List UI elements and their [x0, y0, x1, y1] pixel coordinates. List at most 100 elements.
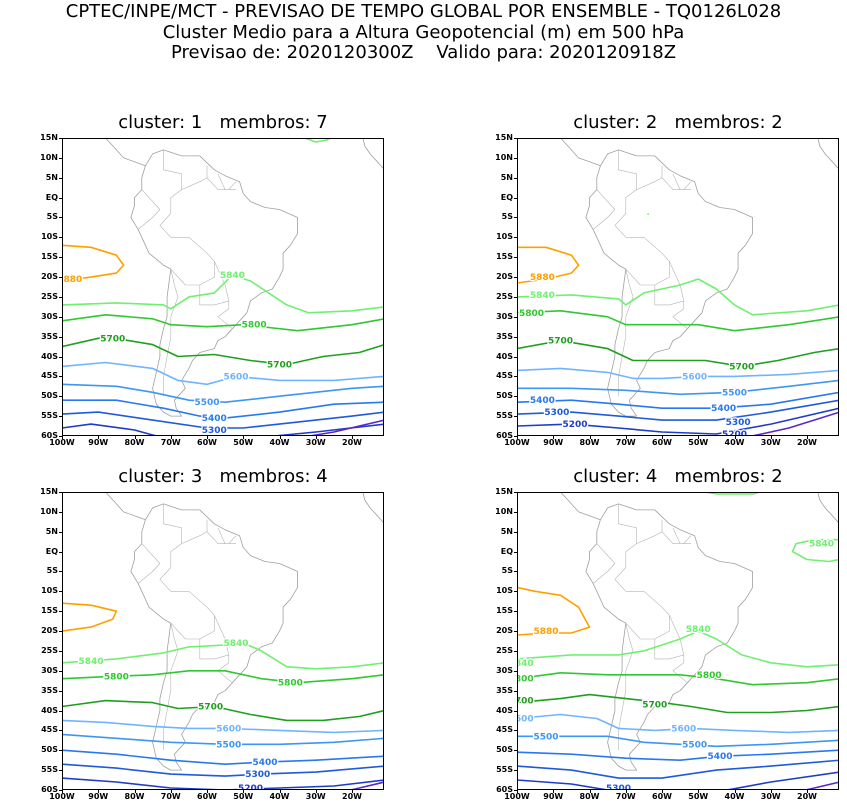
- lat-tick-label: 10N: [495, 152, 513, 162]
- lon-tick-label: 70W: [160, 438, 181, 447]
- lon-tick-label: 50W: [233, 438, 254, 447]
- lon-tick-label: 100W: [504, 792, 530, 801]
- contour-5840: [517, 630, 839, 668]
- lon-tick: [352, 436, 353, 439]
- contour-label: 5200: [238, 784, 263, 790]
- lat-tick-label: EQ: [500, 192, 513, 202]
- lat-tick: [59, 217, 62, 219]
- map-panel-cluster-4: cluster: 4 membros: 2 5880 5840 840 5840 800 5…: [495, 466, 839, 801]
- lat-tick: [59, 296, 62, 298]
- lon-tick-label: 70W: [615, 792, 636, 801]
- lat-tick: [59, 690, 62, 692]
- contour-5840: [646, 212, 650, 216]
- figure-title: CPTEC/INPE/MCT - PREVISAO DE TEMPO GLOBA…: [65, 1, 782, 22]
- lon-tick-label: 60W: [197, 792, 217, 801]
- lat-tick: [514, 571, 517, 573]
- lon-tick: [698, 436, 700, 439]
- lon-tick: [207, 790, 208, 793]
- lon-tick-label: 60W: [197, 438, 217, 447]
- lon-tick: [243, 790, 245, 793]
- lon-tick-label: 80W: [579, 438, 600, 447]
- lat-tick: [514, 750, 517, 752]
- country-border: [683, 181, 692, 190]
- lat-tick-label: 30S: [41, 665, 58, 675]
- contour-label: 5200: [562, 420, 587, 430]
- contour-5700: [62, 335, 384, 366]
- contour-label: 5600: [223, 372, 248, 382]
- lon-tick: [62, 436, 63, 439]
- contour-5840: [304, 138, 331, 143]
- contour-label: 5800: [104, 673, 129, 683]
- lat-tick: [514, 789, 517, 791]
- lon-tick-label: 50W: [233, 792, 254, 801]
- lat-tick-label: 15N: [495, 487, 513, 496]
- coastline-africa: [362, 138, 384, 170]
- country-border: [228, 535, 237, 544]
- lat-tick-label: 35S: [496, 685, 513, 695]
- lat-tick-label: EQ: [500, 546, 513, 556]
- contour-label: 5700: [548, 337, 573, 347]
- lon-tick: [553, 436, 555, 439]
- lon-tick: [170, 790, 172, 793]
- lat-tick-label: 20S: [496, 272, 513, 282]
- lon-tick-label: 20W: [342, 438, 362, 447]
- lon-tick-label: 80W: [124, 792, 145, 801]
- lat-tick: [59, 197, 62, 199]
- coastline: [105, 138, 298, 417]
- contour-5400: [517, 749, 839, 761]
- lat-tick: [514, 157, 517, 159]
- country-border: [614, 177, 691, 286]
- contour-label: 5600: [671, 724, 696, 734]
- lat-tick: [514, 396, 517, 398]
- map-canvas: 880 5840 5800 5700 5700 5600 5500 5400 5300: [62, 138, 384, 436]
- lat-tick-label: 5S: [501, 212, 513, 222]
- country-border: [214, 261, 230, 301]
- lon-tick: [807, 436, 808, 439]
- coastline: [560, 492, 753, 771]
- lat-tick: [59, 670, 62, 672]
- contour-label: 5600: [216, 724, 241, 734]
- lat-tick: [514, 257, 517, 259]
- country-border: [592, 543, 616, 584]
- lat-tick-label: 55S: [41, 411, 58, 421]
- contour-5500: [517, 735, 839, 748]
- contour-5200: [266, 423, 384, 436]
- lat-tick: [514, 591, 517, 593]
- contour-label: 5400: [202, 414, 227, 424]
- lat-tick-label: 35S: [41, 685, 58, 695]
- lat-tick-label: 45S: [496, 371, 513, 381]
- lon-tick: [315, 436, 317, 439]
- lat-tick: [59, 591, 62, 593]
- lat-tick: [514, 296, 517, 298]
- lat-tick-label: 15N: [40, 487, 58, 496]
- contour-5840: [791, 538, 839, 563]
- lon-tick-label: 90W: [543, 438, 564, 447]
- lon-tick-label: 70W: [160, 792, 181, 801]
- contour-5100: [802, 781, 839, 790]
- lon-tick-label: 90W: [543, 792, 564, 801]
- lat-tick-label: 55S: [41, 765, 58, 775]
- contour-label: 600: [517, 714, 534, 724]
- contour-label: 5300: [606, 784, 631, 790]
- lon-tick: [207, 436, 208, 439]
- country-border: [672, 173, 681, 190]
- contour-5800: [62, 314, 384, 332]
- lon-tick: [98, 436, 100, 439]
- lon-tick-label: 70W: [615, 438, 636, 447]
- lat-tick: [514, 177, 517, 179]
- contour-label: 5800: [278, 679, 303, 689]
- contour-label: 5300: [202, 426, 227, 436]
- lat-tick: [514, 277, 517, 279]
- lon-tick-label: 40W: [724, 438, 745, 447]
- contour-5400: [62, 749, 384, 765]
- contour-5600: [517, 367, 839, 380]
- contour-label: 5840: [686, 625, 711, 635]
- lat-tick: [59, 435, 62, 437]
- country-border: [683, 535, 692, 544]
- lon-tick: [134, 436, 136, 439]
- lat-tick-label: 15S: [496, 252, 513, 262]
- lat-tick-label: 5N: [500, 526, 513, 536]
- lat-tick: [59, 277, 62, 279]
- lat-tick-label: 10N: [40, 506, 58, 516]
- lon-tick: [279, 436, 281, 439]
